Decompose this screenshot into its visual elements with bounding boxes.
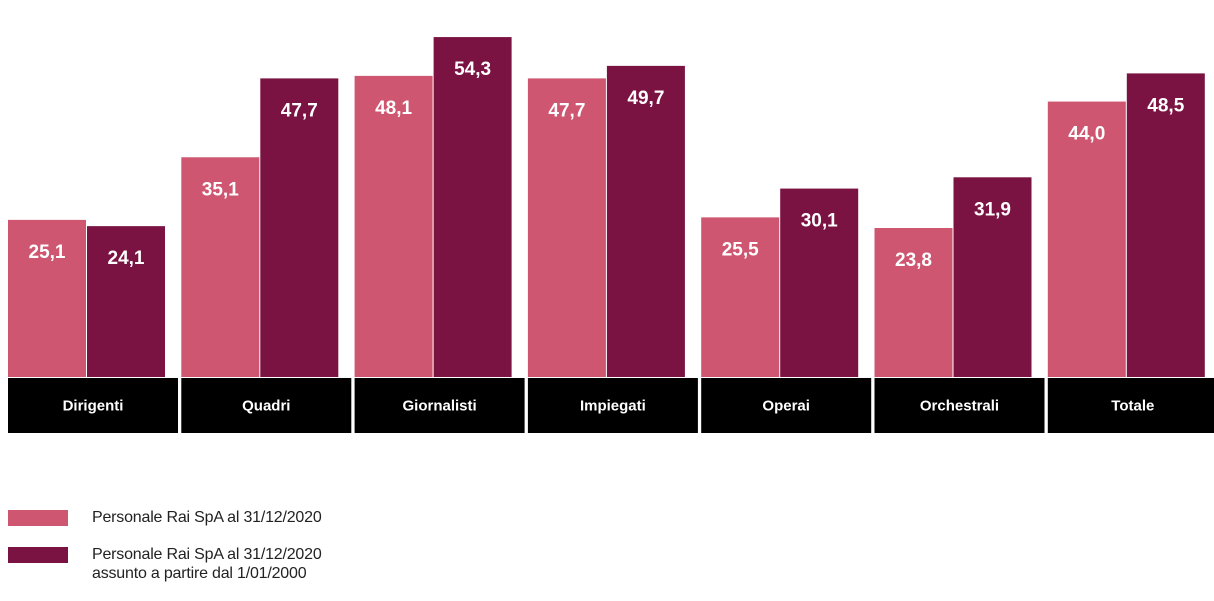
category-band-totale xyxy=(1047,378,1214,433)
legend-label-series-2: Personale Rai SpA al 31/12/2020 assunto … xyxy=(92,546,322,582)
bar-giornalisti-series-1 xyxy=(354,75,433,378)
category-label-quadri: Quadri xyxy=(242,398,290,415)
bar-operai-series-1 xyxy=(701,217,780,377)
bar-quadri-series-1 xyxy=(181,157,260,377)
data-label-dirigenti-series-1: 25,1 xyxy=(29,242,66,263)
data-label-giornalisti-series-2: 54,3 xyxy=(454,59,491,80)
bar-impiegati-series-1 xyxy=(527,78,606,377)
bar-quadri-series-2 xyxy=(260,78,339,377)
category-band-quadri xyxy=(181,378,352,433)
category-label-giornalisti: Giornalisti xyxy=(403,398,477,415)
bar-impiegati-series-2 xyxy=(606,65,685,378)
data-label-totale-series-2: 48,5 xyxy=(1147,95,1184,116)
category-label-orchestrali: Orchestrali xyxy=(920,398,999,415)
legend-label-series-1: Personale Rai SpA al 31/12/2020 xyxy=(92,509,322,526)
category-label-impiegati: Impiegati xyxy=(580,398,646,415)
category-band-dirigenti xyxy=(8,378,178,433)
bar-dirigenti-series-1 xyxy=(8,219,86,377)
category-label-dirigenti: Dirigenti xyxy=(63,398,124,415)
data-label-totale-series-1: 44,0 xyxy=(1068,124,1105,145)
data-label-orchestrali-series-2: 31,9 xyxy=(974,199,1011,220)
data-label-operai-series-2: 30,1 xyxy=(801,211,838,232)
data-label-orchestrali-series-1: 23,8 xyxy=(895,250,932,271)
data-label-dirigenti-series-2: 24,1 xyxy=(108,248,145,269)
data-label-impiegati-series-2: 49,7 xyxy=(627,88,664,109)
bar-totale-series-2 xyxy=(1126,73,1205,377)
legend-item-series-2: Personale Rai SpA al 31/12/2020 assunto … xyxy=(8,545,322,583)
legend-swatch-series-2 xyxy=(8,547,68,563)
bar-orchestrali-series-2 xyxy=(953,177,1032,377)
bar-operai-series-2 xyxy=(780,188,859,377)
bar-dirigenti-series-2 xyxy=(87,226,165,377)
data-label-quadri-series-1: 35,1 xyxy=(202,179,239,200)
legend: Personale Rai SpA al 31/12/2020 Personal… xyxy=(8,508,322,601)
category-label-totale: Totale xyxy=(1111,398,1154,415)
bar-orchestrali-series-1 xyxy=(874,228,953,377)
category-band-orchestrali xyxy=(874,378,1045,433)
data-label-impiegati-series-1: 47,7 xyxy=(548,100,585,121)
category-band-operai xyxy=(701,378,872,433)
legend-item-series-1: Personale Rai SpA al 31/12/2020 xyxy=(8,508,322,527)
chart: 25,1 24,1 Dirigenti 35,1 47,7 Quadri 48,1 54,3 G… xyxy=(8,37,1214,433)
legend-swatch-series-1 xyxy=(8,510,68,526)
category-band-giornalisti xyxy=(354,378,525,433)
data-label-quadri-series-2: 47,7 xyxy=(281,100,318,121)
bar-totale-series-1 xyxy=(1047,101,1126,377)
bar-giornalisti-series-2 xyxy=(433,37,512,377)
data-label-operai-series-1: 25,5 xyxy=(722,239,759,260)
category-band-impiegati xyxy=(527,378,698,433)
data-label-giornalisti-series-1: 48,1 xyxy=(375,98,412,119)
category-label-operai: Operai xyxy=(762,398,810,415)
